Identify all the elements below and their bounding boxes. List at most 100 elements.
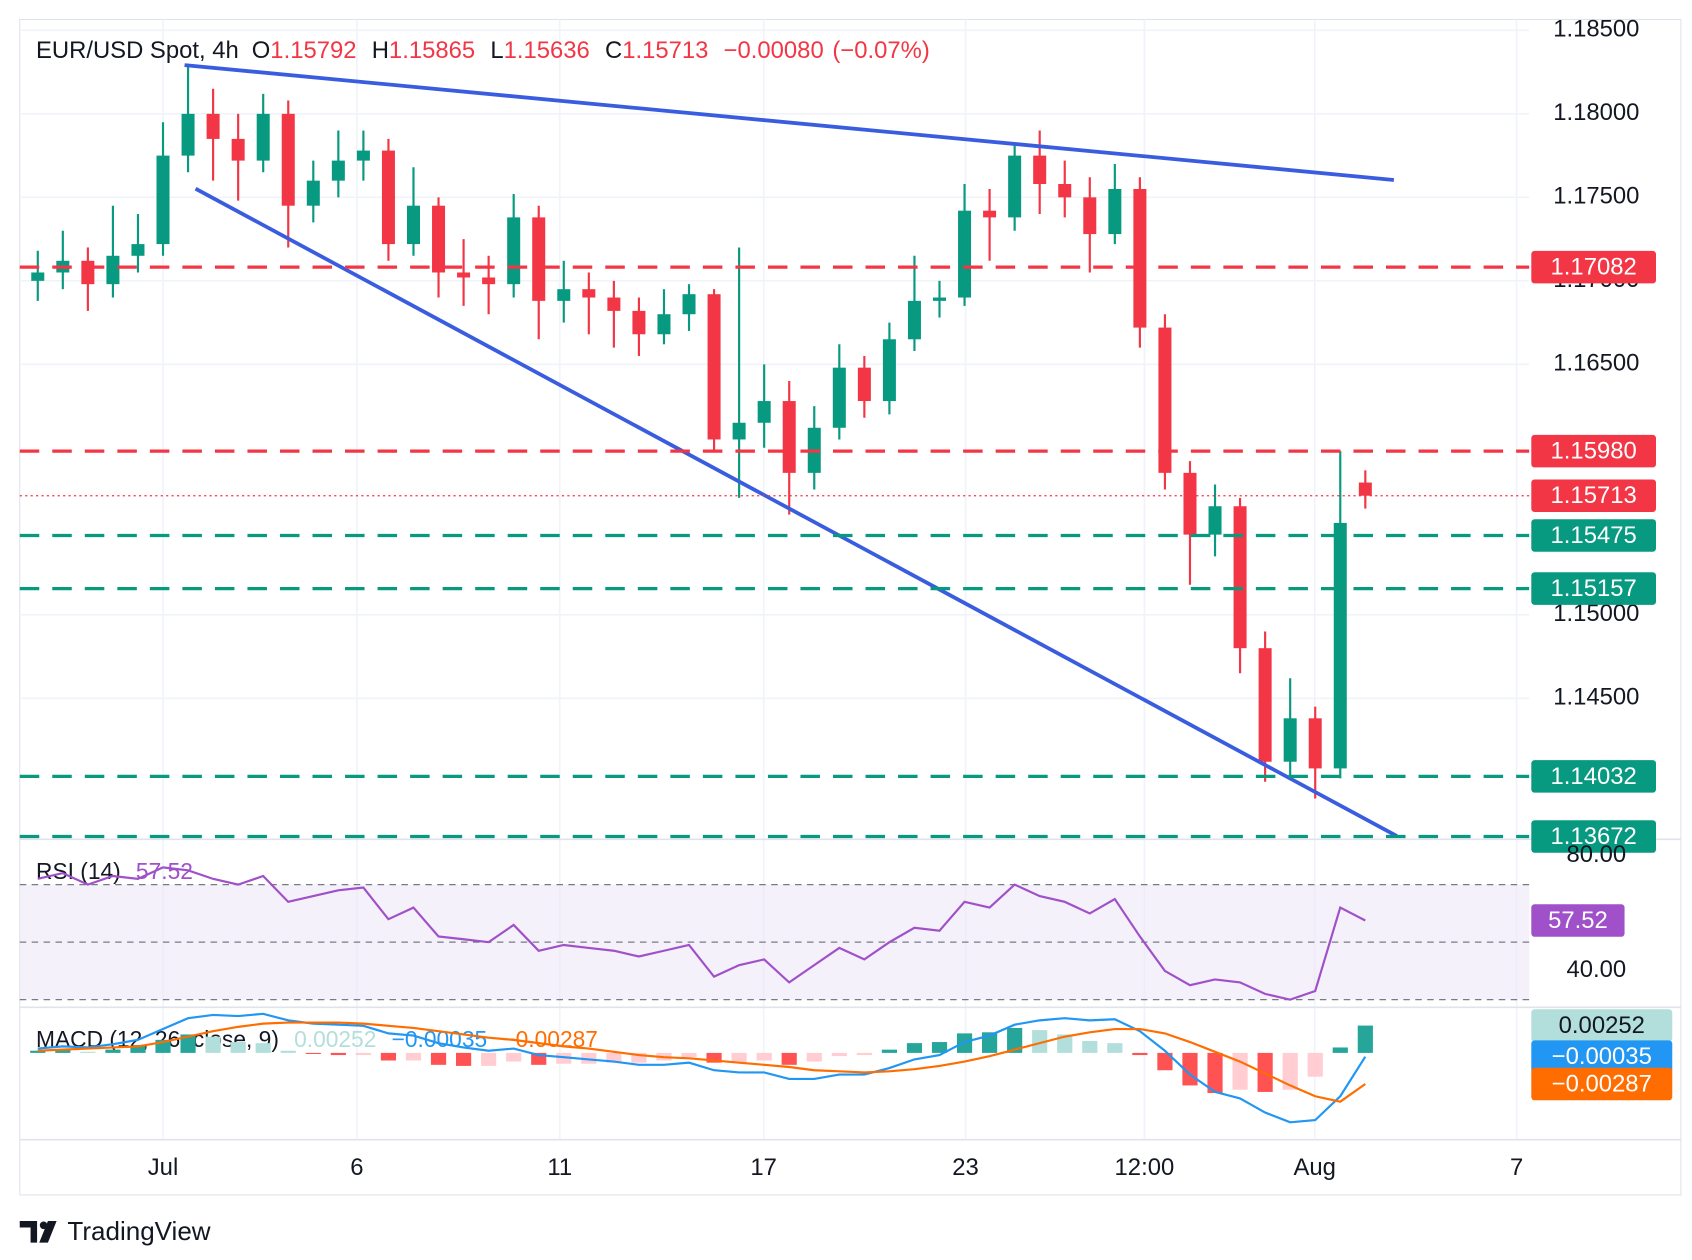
level-label-box — [1531, 250, 1656, 284]
histogram-bar — [380, 1052, 397, 1061]
histogram-bar — [856, 1052, 872, 1056]
candle-body — [1058, 183, 1072, 198]
candle-body — [1108, 188, 1122, 235]
candle-body — [1208, 506, 1222, 535]
candle-body — [457, 272, 471, 278]
level-label: 1.15157 — [1551, 575, 1637, 602]
logo-mark — [39, 1220, 57, 1243]
histogram-bar — [30, 1050, 46, 1053]
histogram-bar — [881, 1049, 897, 1053]
histogram-bar — [205, 1036, 221, 1053]
legend: RSI (14) 57.52 — [36, 858, 193, 884]
histogram-bar — [430, 1052, 447, 1065]
histogram-bar — [756, 1052, 772, 1061]
level-label: 1.13672 — [1551, 823, 1637, 850]
histogram-bar — [80, 1051, 96, 1053]
series-label-box — [1531, 1067, 1673, 1101]
candle-body — [206, 113, 220, 139]
ohlc-key: H — [372, 37, 389, 64]
y-tick-label: 1.18500 — [1553, 16, 1639, 43]
candle-body — [1358, 482, 1372, 496]
y-tick-label: 80.00 — [1567, 841, 1627, 868]
level-label: 1.17082 — [1551, 254, 1637, 281]
x-tick-label: Jul — [148, 1154, 178, 1181]
candle-body — [682, 294, 696, 315]
x-tick-label: 23 — [952, 1154, 979, 1181]
histogram-bar — [1057, 1034, 1073, 1053]
level-label-box — [1531, 519, 1656, 552]
candle-body — [1283, 718, 1297, 762]
histogram-bar — [631, 1052, 647, 1063]
histogram-bar — [1132, 1052, 1148, 1056]
level-label: 1.15475 — [1551, 522, 1637, 549]
candle-body — [256, 113, 270, 161]
candle-body — [1233, 506, 1247, 649]
candle-body — [231, 138, 245, 161]
histogram-bar — [781, 1052, 797, 1065]
histogram-bar — [681, 1052, 697, 1058]
footer-logo — [19, 1220, 57, 1243]
histogram-bar — [706, 1052, 722, 1063]
histogram-bar — [280, 1050, 296, 1053]
histogram-bar — [130, 1046, 146, 1053]
candle-body — [406, 205, 420, 245]
candle-body — [181, 113, 195, 156]
candle-body — [532, 217, 546, 301]
ohlc-key: O — [252, 37, 271, 64]
candle-body — [482, 277, 496, 285]
level-label: 1.14032 — [1551, 763, 1637, 790]
x-tick-label: 11 — [547, 1154, 572, 1181]
level-label: 1.15980 — [1551, 438, 1637, 465]
candle-body — [932, 297, 947, 301]
candle-body — [381, 150, 395, 245]
candle-body — [1083, 197, 1097, 235]
x-tick-label: 12:00 — [1115, 1154, 1175, 1181]
y-tick-label: 1.18000 — [1553, 99, 1639, 126]
histogram-bar — [1332, 1047, 1348, 1053]
candle-body — [1008, 155, 1022, 218]
histogram-bar — [1082, 1040, 1098, 1053]
chart-title: EUR/USD Spot, 4h — [36, 37, 239, 64]
candle-body — [306, 180, 320, 206]
change: −0.00080 — [724, 37, 824, 64]
candle-body — [1308, 718, 1322, 769]
x-tick-label: 6 — [350, 1154, 363, 1181]
candle-body — [907, 300, 921, 340]
histogram-bar — [1357, 1025, 1373, 1053]
histogram-bar — [105, 1049, 121, 1053]
candle-body — [432, 205, 446, 273]
histogram-bar — [1007, 1027, 1023, 1053]
level-label-box — [1531, 572, 1656, 605]
ohlc-key: C — [605, 37, 622, 64]
candle-body — [331, 160, 345, 181]
histogram-bar — [180, 1034, 196, 1053]
candle-body — [131, 244, 145, 256]
histogram-bar — [1032, 1030, 1048, 1053]
candle-body — [732, 422, 746, 440]
series-label: −0.00287 — [1552, 1070, 1652, 1097]
candle-body — [106, 255, 120, 285]
legend-value: 57.52 — [136, 858, 193, 884]
candle-body — [1183, 472, 1197, 535]
histogram-label-box — [1531, 1009, 1673, 1042]
level-label-box — [1531, 760, 1656, 793]
trendline — [184, 63, 1395, 182]
candle-body — [31, 272, 45, 281]
series-label-box — [1531, 1040, 1673, 1073]
chart-frame — [19, 18, 1682, 1196]
x-tick-label: 7 — [1510, 1154, 1523, 1181]
histogram-bar — [606, 1052, 622, 1063]
legend-value: 0.00252 — [294, 1026, 376, 1052]
candle-body — [632, 310, 646, 335]
layers: Jul 6 11 17 23 12:00 Aug 7 1.18500 1.18000 1.17500… — [19, 16, 1681, 1181]
ohlc-value: 1.15792 — [270, 37, 356, 64]
candle-body — [1158, 327, 1172, 473]
series-label-box — [1531, 904, 1625, 937]
y-tick-label: 40.00 — [1567, 956, 1627, 983]
legend: EUR/USD Spot, 4h O1.15792 H1.15865 L1.15636… — [36, 37, 930, 64]
change-pct: (−0.07%) — [832, 37, 929, 64]
histogram-bar — [455, 1052, 472, 1066]
candle-body — [356, 150, 370, 161]
histogram-bar — [1307, 1052, 1323, 1077]
